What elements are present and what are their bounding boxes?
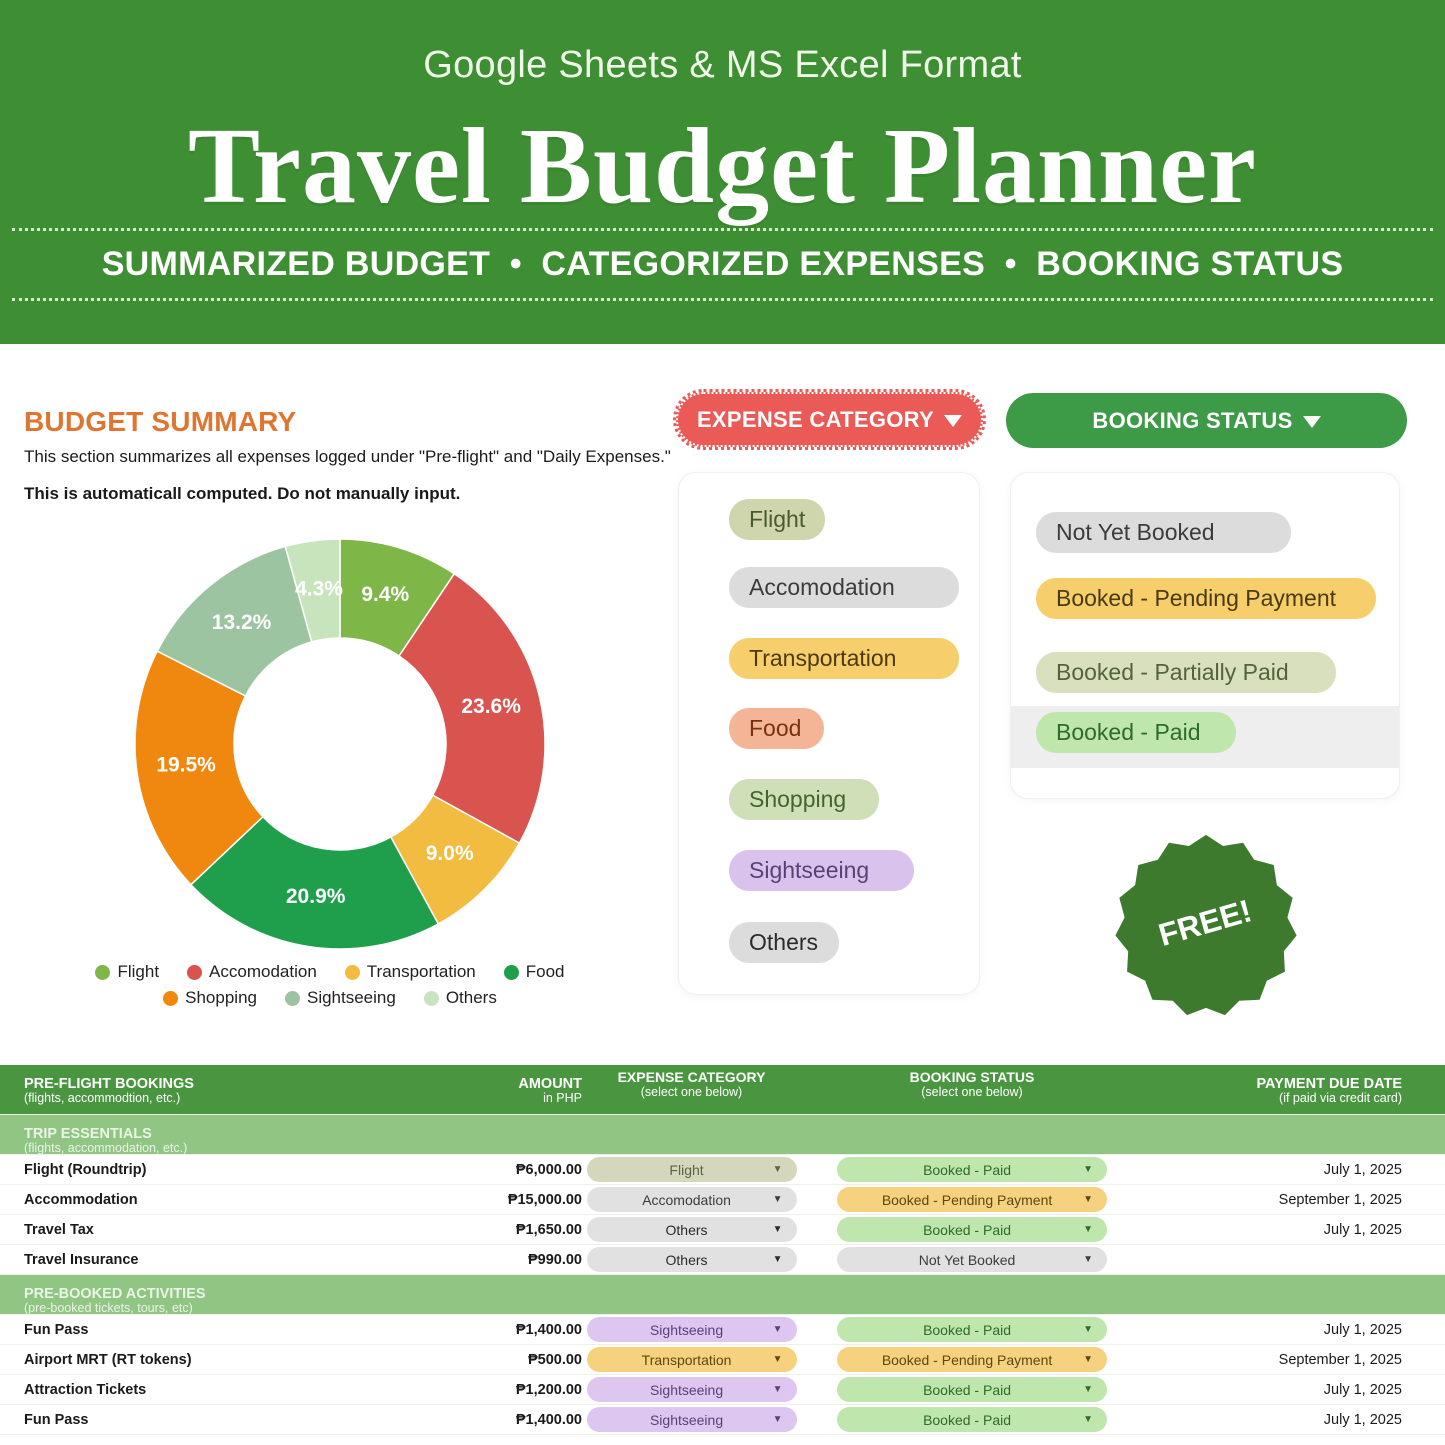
svg-text:9.4%: 9.4%	[361, 583, 409, 606]
svg-text:9.0%: 9.0%	[426, 842, 474, 865]
svg-text:13.2%: 13.2%	[212, 611, 272, 634]
svg-text:20.9%: 20.9%	[286, 885, 346, 908]
svg-text:19.5%: 19.5%	[156, 754, 216, 777]
svg-text:4.3%: 4.3%	[295, 577, 343, 600]
svg-text:23.6%: 23.6%	[461, 695, 521, 718]
